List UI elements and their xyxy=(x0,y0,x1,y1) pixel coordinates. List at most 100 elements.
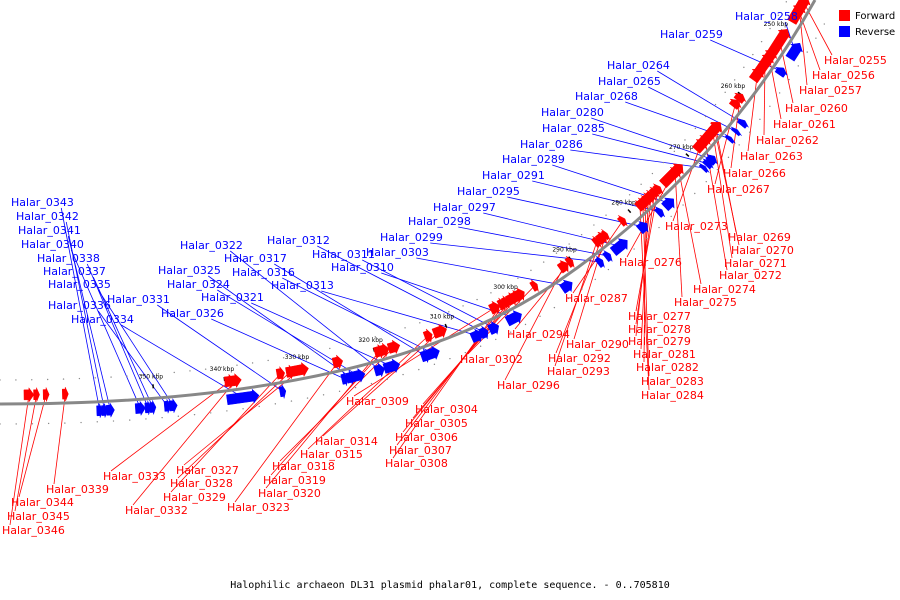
forward-gene-label: Halar_0276 xyxy=(619,256,682,269)
scale-dot xyxy=(110,376,112,378)
forward-gene-label: Halar_0275 xyxy=(674,296,737,309)
forward-leader xyxy=(714,129,740,246)
scale-dot xyxy=(733,79,736,81)
forward-gene xyxy=(373,343,385,359)
forward-gene xyxy=(616,215,628,227)
scale-dot xyxy=(462,305,464,307)
scale-dot xyxy=(359,340,361,342)
forward-gene xyxy=(500,295,510,309)
scale-dot xyxy=(464,351,467,354)
reverse-gene xyxy=(105,402,115,419)
forward-gene xyxy=(691,139,707,154)
reverse-leader xyxy=(86,263,149,408)
forward-gene xyxy=(556,260,569,274)
reverse-gene-label: Halar_0259 xyxy=(660,28,723,41)
forward-gene-label: Halar_0256 xyxy=(812,69,875,82)
scale-dot xyxy=(210,412,212,414)
forward-gene-label: Halar_0304 xyxy=(415,403,478,416)
reverse-gene xyxy=(594,256,605,269)
reverse-gene xyxy=(149,400,157,415)
reverse-leader xyxy=(458,226,609,257)
forward-gene-label: Halar_0283 xyxy=(641,375,704,388)
reverse-gene xyxy=(144,400,152,415)
scale-dot xyxy=(724,91,726,94)
reverse-gene-label: Halar_0303 xyxy=(366,246,429,259)
forward-gene xyxy=(529,279,539,292)
reverse-gene-label: Halar_0342 xyxy=(16,210,79,223)
legend-forward-label: Forward xyxy=(855,11,895,22)
scale-dot xyxy=(580,233,583,236)
forward-gene xyxy=(594,231,607,245)
scale-dot xyxy=(0,379,1,381)
scale-dot xyxy=(193,413,196,416)
forward-gene xyxy=(504,292,517,306)
forward-gene-label: Halar_0278 xyxy=(628,323,691,336)
forward-gene xyxy=(591,236,602,248)
scale-dot xyxy=(495,338,497,341)
reverse-gene xyxy=(702,158,714,170)
scale-dot xyxy=(173,371,175,374)
scale-dot xyxy=(682,204,684,206)
forward-gene-label: Halar_0318 xyxy=(272,460,335,473)
forward-leader xyxy=(747,74,758,152)
forward-gene xyxy=(652,183,664,195)
scale-dot xyxy=(306,397,309,399)
forward-gene-label: Halar_0306 xyxy=(395,431,458,444)
forward-gene xyxy=(223,373,235,390)
reverse-gene xyxy=(661,197,675,212)
scale-dot xyxy=(354,386,357,389)
reverse-gene-label: Halar_0335 xyxy=(48,278,111,291)
scale-dot xyxy=(607,268,610,271)
forward-leader xyxy=(672,144,702,222)
scale-dot xyxy=(748,131,751,133)
scale-dot xyxy=(141,374,144,376)
scale-dot xyxy=(716,168,719,171)
reverse-gene-label: Halar_0310 xyxy=(331,261,394,274)
forward-gene xyxy=(648,186,660,199)
scale-dot xyxy=(823,23,826,25)
forward-gene-label: Halar_0290 xyxy=(566,338,629,351)
reverse-leader xyxy=(92,276,154,408)
reverse-gene xyxy=(101,403,108,418)
forward-leader xyxy=(307,335,429,450)
scale-dot xyxy=(568,243,570,245)
forward-gene-label: Halar_0257 xyxy=(799,84,862,97)
scale-dot xyxy=(374,336,376,338)
forward-gene-label: Halar_0327 xyxy=(176,464,239,477)
reverse-leader xyxy=(416,257,568,287)
forward-gene-label: Halar_0267 xyxy=(707,183,770,196)
scale-dot xyxy=(31,423,34,425)
scale-dot xyxy=(593,224,595,226)
forward-gene-label: Halar_0287 xyxy=(565,292,628,305)
scale-dot xyxy=(760,40,763,43)
forward-leader xyxy=(170,373,282,493)
forward-leader xyxy=(572,220,624,294)
reverse-gene-label: Halar_0264 xyxy=(607,59,670,72)
reverse-gene-label: Halar_0316 xyxy=(232,266,295,279)
forward-gene-label: Halar_0292 xyxy=(548,352,611,365)
forward-gene-label: Halar_0263 xyxy=(740,150,803,163)
scale-dot xyxy=(594,278,596,281)
reverse-leader xyxy=(251,302,393,367)
scale-dot xyxy=(370,382,373,385)
scale-dot xyxy=(242,408,244,410)
forward-gene-label: Halar_0314 xyxy=(315,435,378,448)
forward-leader xyxy=(763,63,766,136)
reverse-gene xyxy=(774,67,788,78)
reverse-leader xyxy=(274,263,426,357)
scale-dot xyxy=(157,373,160,375)
forward-gene-label: Halar_0346 xyxy=(2,524,65,537)
scale-dot xyxy=(517,277,519,279)
scale-dot xyxy=(797,65,799,67)
reverse-gene-label: Halar_0321 xyxy=(201,291,264,304)
legend-reverse-swatch xyxy=(839,26,850,37)
scale-dot xyxy=(605,214,607,216)
tick-mark xyxy=(627,209,632,214)
reverse-gene xyxy=(559,279,573,294)
reverse-leader xyxy=(97,289,174,406)
scale-dot xyxy=(419,322,421,324)
forward-leader xyxy=(635,188,659,312)
forward-leader xyxy=(626,174,673,258)
reverse-gene xyxy=(340,371,349,386)
scale-dot xyxy=(684,139,686,141)
